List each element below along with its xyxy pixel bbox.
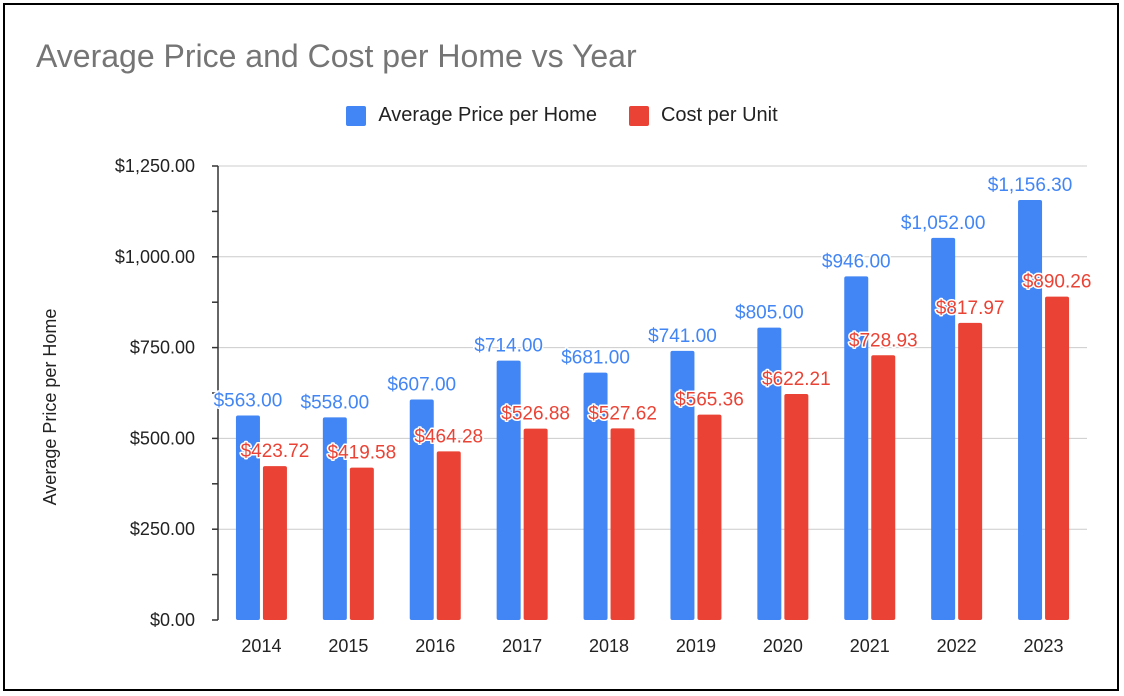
x-tick-label: 2021 — [850, 636, 890, 656]
data-label-cost-per-unit: $728.93 — [849, 330, 918, 351]
x-tick-label: 2018 — [589, 636, 629, 656]
bar-average-price — [322, 417, 347, 620]
x-tick-label: 2020 — [763, 636, 803, 656]
bar-cost-per-unit — [610, 428, 635, 620]
bar-average-price — [409, 399, 434, 620]
legend: Average Price per Home Cost per Unit — [0, 104, 1124, 127]
y-tick-label: $250.00 — [130, 519, 195, 539]
y-tick-label: $500.00 — [130, 428, 195, 448]
y-tick-label: $750.00 — [130, 338, 195, 358]
data-label-cost-per-unit: $423.72 — [241, 441, 310, 462]
data-label-cost-per-unit: $464.28 — [414, 426, 483, 447]
data-label-cost-per-unit: $526.88 — [501, 404, 570, 425]
data-label-cost-per-unit: $565.36 — [675, 390, 744, 411]
legend-item-average-price: Average Price per Home — [346, 104, 597, 127]
data-label-average-price: $1,156.30 — [988, 175, 1073, 196]
bar-cost-per-unit — [349, 467, 374, 620]
bar-average-price — [757, 327, 782, 620]
y-axis-label: Average Price per Home — [40, 309, 60, 506]
bar-cost-per-unit — [871, 355, 896, 620]
data-label-cost-per-unit: $890.26 — [1023, 272, 1092, 293]
data-label-average-price: $607.00 — [387, 375, 456, 396]
data-label-average-price: $558.00 — [301, 392, 370, 413]
legend-label-cost-per-unit: Cost per Unit — [660, 104, 778, 126]
bar-average-price — [583, 372, 608, 620]
x-tick-label: 2015 — [328, 636, 368, 656]
legend-label-average-price: Average Price per Home — [378, 104, 597, 126]
legend-swatch-average-price — [346, 105, 367, 126]
x-tick-label: 2023 — [1024, 636, 1064, 656]
data-label-average-price: $563.00 — [214, 391, 283, 412]
bar-average-price — [496, 360, 521, 620]
bar-cost-per-unit — [784, 394, 809, 620]
data-label-average-price: $741.00 — [648, 326, 717, 347]
bar-average-price — [931, 237, 956, 620]
x-tick-label: 2019 — [676, 636, 716, 656]
bar-cost-per-unit — [1045, 296, 1070, 620]
bar-average-price — [1018, 200, 1043, 620]
legend-swatch-cost-per-unit — [628, 105, 649, 126]
data-label-average-price: $805.00 — [735, 303, 804, 324]
chart-title: Average Price and Cost per Home vs Year — [36, 38, 637, 74]
data-label-average-price: $1,052.00 — [901, 213, 986, 234]
bar-cost-per-unit — [523, 428, 548, 620]
y-tick-label: $0.00 — [150, 610, 195, 630]
data-label-average-price: $946.00 — [822, 251, 891, 272]
bar-average-price — [235, 415, 260, 620]
data-label-average-price: $714.00 — [474, 336, 543, 357]
legend-item-cost-per-unit: Cost per Unit — [628, 104, 778, 127]
bar-cost-per-unit — [697, 414, 722, 620]
bar-average-price — [844, 276, 869, 620]
y-tick-label: $1,000.00 — [115, 247, 195, 267]
bar-cost-per-unit — [958, 322, 983, 620]
data-label-cost-per-unit: $622.21 — [762, 369, 831, 390]
data-label-cost-per-unit: $527.62 — [588, 403, 657, 424]
y-tick-label: $1,250.00 — [115, 156, 195, 176]
x-tick-label: 2016 — [415, 636, 455, 656]
data-label-average-price: $681.00 — [561, 348, 630, 369]
bar-cost-per-unit — [262, 466, 287, 620]
data-label-cost-per-unit: $419.58 — [328, 443, 397, 464]
x-tick-label: 2022 — [937, 636, 977, 656]
x-tick-label: 2014 — [241, 636, 281, 656]
x-tick-label: 2017 — [502, 636, 542, 656]
data-label-cost-per-unit: $817.97 — [936, 298, 1005, 319]
bar-cost-per-unit — [436, 451, 461, 620]
bar-average-price — [670, 350, 695, 620]
